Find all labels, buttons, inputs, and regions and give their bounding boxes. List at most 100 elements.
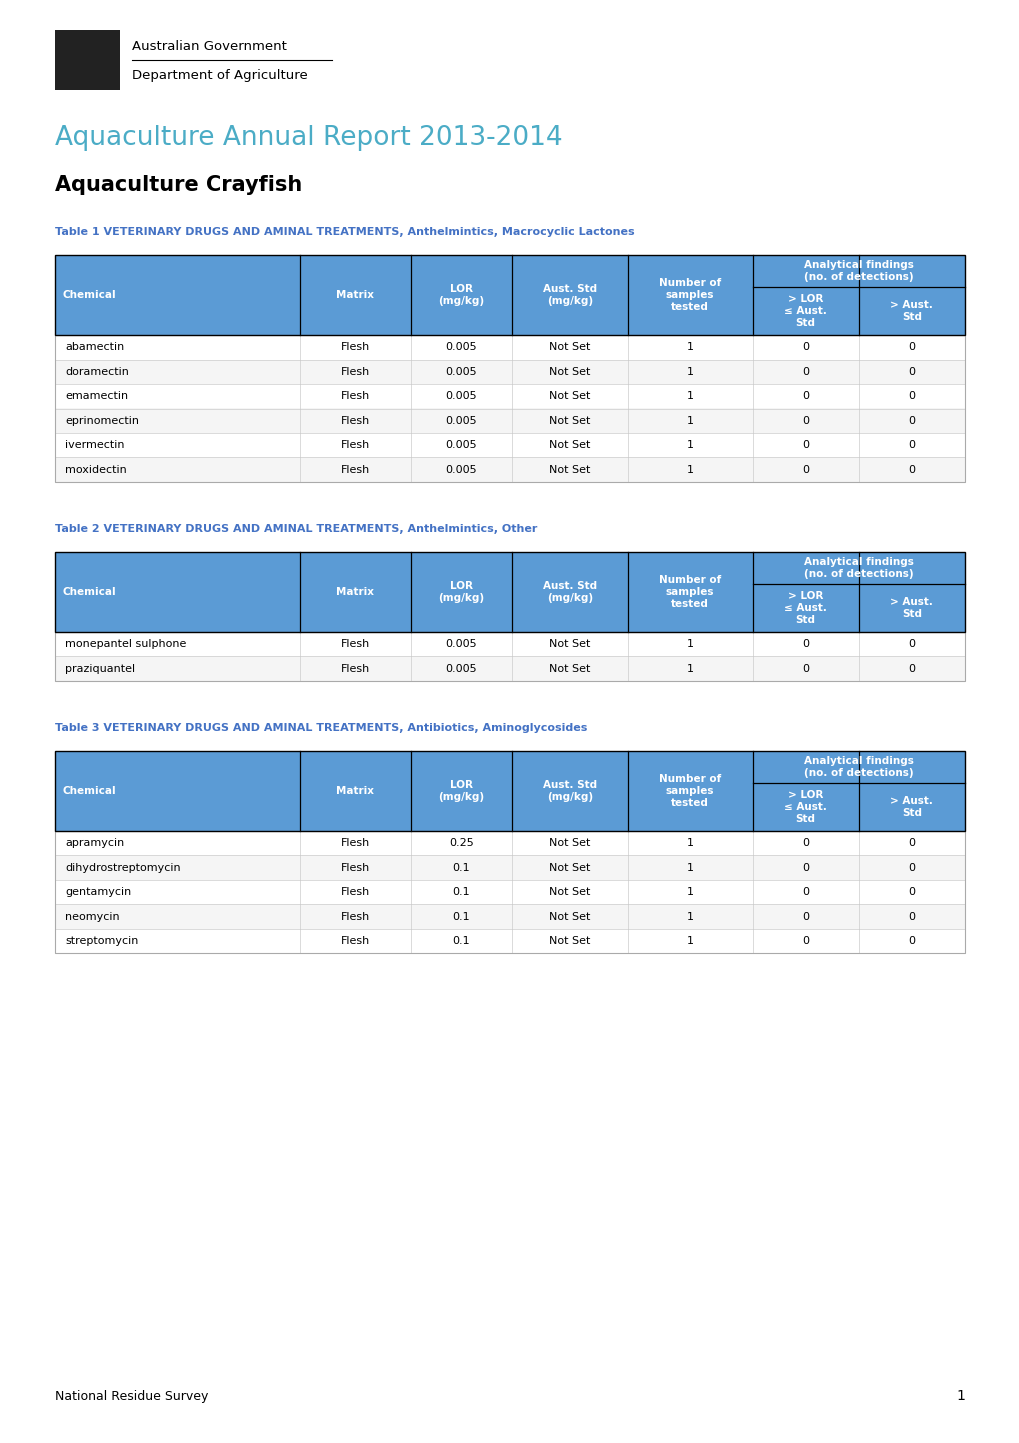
Text: Not Set: Not Set bbox=[549, 838, 590, 848]
Text: 0: 0 bbox=[908, 912, 914, 922]
Text: Not Set: Not Set bbox=[549, 863, 590, 873]
Text: Aquaculture Annual Report 2013-2014: Aquaculture Annual Report 2013-2014 bbox=[55, 126, 562, 152]
Text: praziquantel: praziquantel bbox=[65, 664, 135, 674]
Text: 0: 0 bbox=[801, 664, 808, 674]
Text: 1: 1 bbox=[686, 416, 693, 426]
Text: streptomycin: streptomycin bbox=[65, 937, 139, 947]
Bar bbox=[55, 255, 964, 335]
Bar bbox=[55, 335, 964, 359]
Text: LOR
(mg/kg): LOR (mg/kg) bbox=[438, 582, 484, 603]
Text: > Aust.
Std: > Aust. Std bbox=[890, 300, 932, 322]
Text: > LOR
≤ Aust.
Std: > LOR ≤ Aust. Std bbox=[784, 592, 826, 625]
Text: 1: 1 bbox=[686, 440, 693, 450]
Text: 1: 1 bbox=[686, 912, 693, 922]
Text: 0.005: 0.005 bbox=[445, 342, 477, 352]
Text: 0: 0 bbox=[908, 391, 914, 401]
Text: 1: 1 bbox=[686, 664, 693, 674]
Text: 1: 1 bbox=[686, 367, 693, 377]
Text: Not Set: Not Set bbox=[549, 367, 590, 377]
Text: > Aust.
Std: > Aust. Std bbox=[890, 597, 932, 619]
Bar bbox=[55, 880, 964, 905]
Text: Analytical findings
(no. of detections): Analytical findings (no. of detections) bbox=[803, 557, 913, 579]
Text: Matrix: Matrix bbox=[336, 290, 374, 300]
Text: 0: 0 bbox=[908, 887, 914, 898]
Text: 0: 0 bbox=[801, 367, 808, 377]
Text: Table 2 VETERINARY DRUGS AND AMINAL TREATMENTS, Anthelmintics, Other: Table 2 VETERINARY DRUGS AND AMINAL TREA… bbox=[55, 524, 537, 534]
Text: 0.005: 0.005 bbox=[445, 391, 477, 401]
Text: 0.1: 0.1 bbox=[452, 863, 470, 873]
Text: neomycin: neomycin bbox=[65, 912, 119, 922]
Text: gentamycin: gentamycin bbox=[65, 887, 131, 898]
Text: Chemical: Chemical bbox=[62, 587, 115, 597]
Bar bbox=[55, 384, 964, 408]
Text: > LOR
≤ Aust.
Std: > LOR ≤ Aust. Std bbox=[784, 791, 826, 824]
Bar bbox=[55, 553, 964, 632]
Text: Aust. Std
(mg/kg): Aust. Std (mg/kg) bbox=[542, 284, 596, 306]
Text: 0: 0 bbox=[908, 367, 914, 377]
Text: Flesh: Flesh bbox=[340, 937, 370, 947]
Text: 0: 0 bbox=[801, 639, 808, 649]
Text: Not Set: Not Set bbox=[549, 937, 590, 947]
Text: 0.005: 0.005 bbox=[445, 440, 477, 450]
Text: 0: 0 bbox=[908, 342, 914, 352]
Text: 0: 0 bbox=[801, 838, 808, 848]
Text: > Aust.
Std: > Aust. Std bbox=[890, 797, 932, 818]
Text: LOR
(mg/kg): LOR (mg/kg) bbox=[438, 781, 484, 802]
Text: 1: 1 bbox=[955, 1390, 964, 1403]
Text: Flesh: Flesh bbox=[340, 639, 370, 649]
Text: ivermectin: ivermectin bbox=[65, 440, 124, 450]
Bar bbox=[55, 856, 964, 880]
Bar bbox=[55, 335, 964, 482]
Text: 0.005: 0.005 bbox=[445, 416, 477, 426]
Text: Chemical: Chemical bbox=[62, 786, 115, 797]
Text: doramectin: doramectin bbox=[65, 367, 128, 377]
Bar bbox=[55, 929, 964, 954]
Text: Flesh: Flesh bbox=[340, 912, 370, 922]
Text: 0: 0 bbox=[908, 465, 914, 475]
Text: 0.1: 0.1 bbox=[452, 937, 470, 947]
Text: Flesh: Flesh bbox=[340, 863, 370, 873]
Text: Not Set: Not Set bbox=[549, 440, 590, 450]
Text: Flesh: Flesh bbox=[340, 838, 370, 848]
Text: Table 3 VETERINARY DRUGS AND AMINAL TREATMENTS, Antibiotics, Aminoglycosides: Table 3 VETERINARY DRUGS AND AMINAL TREA… bbox=[55, 723, 587, 733]
Text: 0: 0 bbox=[801, 440, 808, 450]
Text: Australian Government: Australian Government bbox=[131, 40, 286, 53]
Text: Aust. Std
(mg/kg): Aust. Std (mg/kg) bbox=[542, 781, 596, 802]
Text: apramycin: apramycin bbox=[65, 838, 124, 848]
Text: 1: 1 bbox=[686, 342, 693, 352]
Text: Flesh: Flesh bbox=[340, 664, 370, 674]
Text: Flesh: Flesh bbox=[340, 887, 370, 898]
Text: Flesh: Flesh bbox=[340, 416, 370, 426]
Text: Aust. Std
(mg/kg): Aust. Std (mg/kg) bbox=[542, 582, 596, 603]
Text: dihydrostreptomycin: dihydrostreptomycin bbox=[65, 863, 180, 873]
Bar bbox=[55, 905, 964, 929]
Text: 0.005: 0.005 bbox=[445, 367, 477, 377]
Text: Flesh: Flesh bbox=[340, 391, 370, 401]
Text: monepantel sulphone: monepantel sulphone bbox=[65, 639, 186, 649]
Text: 0.005: 0.005 bbox=[445, 465, 477, 475]
Text: Department of Agriculture: Department of Agriculture bbox=[131, 68, 308, 81]
Text: 0: 0 bbox=[801, 912, 808, 922]
Bar bbox=[55, 831, 964, 954]
Text: 0: 0 bbox=[908, 639, 914, 649]
Text: Matrix: Matrix bbox=[336, 786, 374, 797]
Bar bbox=[55, 750, 964, 831]
Text: Not Set: Not Set bbox=[549, 912, 590, 922]
Text: eprinomectin: eprinomectin bbox=[65, 416, 139, 426]
Text: 0: 0 bbox=[908, 664, 914, 674]
Text: Not Set: Not Set bbox=[549, 465, 590, 475]
Text: 0: 0 bbox=[908, 416, 914, 426]
Text: emamectin: emamectin bbox=[65, 391, 128, 401]
Text: 0.1: 0.1 bbox=[452, 887, 470, 898]
Text: Analytical findings
(no. of detections): Analytical findings (no. of detections) bbox=[803, 260, 913, 281]
Text: Analytical findings
(no. of detections): Analytical findings (no. of detections) bbox=[803, 756, 913, 778]
Text: Not Set: Not Set bbox=[549, 416, 590, 426]
Text: 0.1: 0.1 bbox=[452, 912, 470, 922]
Bar bbox=[55, 433, 964, 457]
Text: 1: 1 bbox=[686, 391, 693, 401]
Text: 0: 0 bbox=[801, 342, 808, 352]
Bar bbox=[55, 359, 964, 384]
Text: 0: 0 bbox=[801, 937, 808, 947]
Bar bbox=[55, 457, 964, 482]
Text: Flesh: Flesh bbox=[340, 342, 370, 352]
